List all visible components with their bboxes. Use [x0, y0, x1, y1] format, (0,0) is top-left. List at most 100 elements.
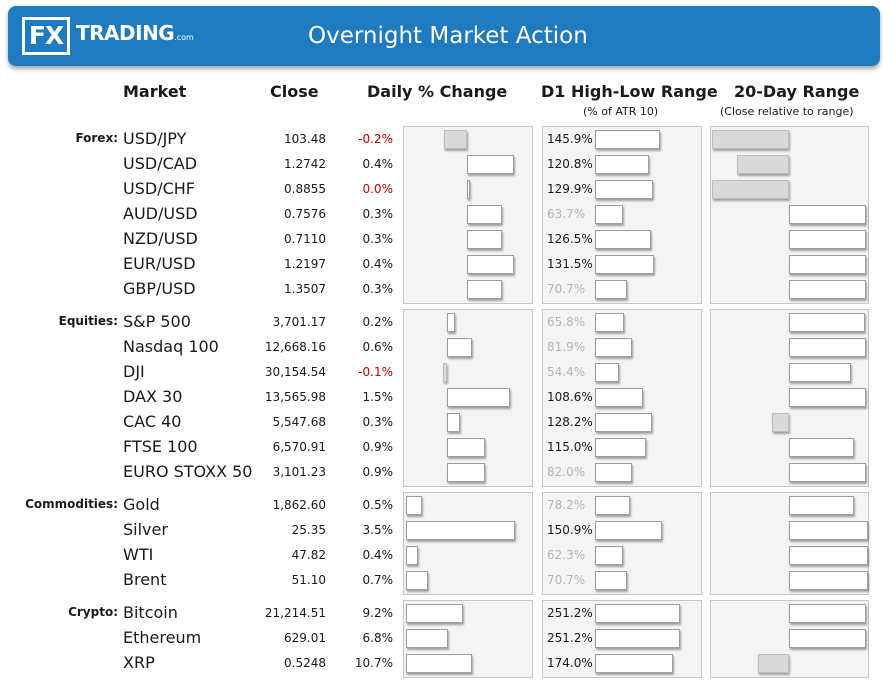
daily-change-bar: [447, 338, 473, 357]
daily-change-bar: [406, 604, 464, 623]
market-name: Gold: [123, 495, 160, 514]
twenty-day-range-bar: [789, 629, 867, 648]
daily-change-bar: [406, 629, 449, 648]
market-name: Nasdaq 100: [123, 337, 219, 356]
atr-range-value: 251.2%: [547, 631, 593, 645]
market-name: USD/JPY: [123, 129, 187, 148]
atr-range-bar: [595, 413, 653, 432]
atr-range-bar: [595, 255, 654, 274]
close-value: 0.7110: [284, 232, 326, 246]
atr-range-value: 128.2%: [547, 415, 593, 429]
atr-range-bar: [595, 571, 627, 590]
atr-range-value: 81.9%: [547, 340, 586, 354]
daily-change-value: 0.4%: [362, 157, 394, 171]
daily-change-bar: [406, 654, 473, 673]
market-name: EURO STOXX 50: [123, 462, 253, 481]
atr-range-value: 251.2%: [547, 606, 593, 620]
column-header-d1-range: D1 High-Low Range: [541, 82, 718, 101]
atr-range-value: 65.8%: [547, 315, 586, 329]
market-name: CAC 40: [123, 412, 182, 431]
market-name: DJI: [123, 362, 145, 381]
market-name: EUR/USD: [123, 254, 196, 273]
twenty-day-range-bar: [771, 413, 789, 432]
daily-change-value: 0.3%: [362, 282, 394, 296]
atr-range-bar: [595, 313, 625, 332]
logo-com-text: .com: [174, 33, 194, 42]
column-header-close: Close: [270, 82, 319, 101]
atr-range-bar: [595, 280, 627, 299]
daily-change-value: 0.0%: [362, 182, 394, 196]
daily-change-bar: [447, 388, 510, 407]
atr-range-bar: [595, 604, 680, 623]
atr-range-bar: [595, 338, 632, 357]
market-name: WTI: [123, 545, 154, 564]
daily-change-bar: [467, 155, 514, 174]
atr-range-value: 115.0%: [547, 440, 593, 454]
twenty-day-range-bar: [789, 521, 869, 540]
category-label: Commodities:: [25, 497, 118, 511]
close-value: 6,570.91: [272, 440, 326, 454]
atr-range-value: 108.6%: [547, 390, 593, 404]
market-name: NZD/USD: [123, 229, 198, 248]
daily-change-value: 3.5%: [362, 523, 394, 537]
market-name: DAX 30: [123, 387, 183, 406]
daily-change-bar: [406, 496, 422, 515]
header-banner: FX TRADING.com Overnight Market Action: [8, 6, 880, 66]
close-value: 1.2742: [284, 157, 326, 171]
atr-range-bar: [595, 546, 623, 565]
twenty-day-range-bar: [789, 496, 855, 515]
twenty-day-range-bar: [789, 255, 867, 274]
daily-change-bar: [406, 571, 428, 590]
daily-change-value: 0.9%: [362, 440, 394, 454]
daily-change-bar: [447, 313, 456, 332]
twenty-day-range-bar: [789, 363, 851, 382]
column-subheader-d1-range: (% of ATR 10): [583, 105, 659, 118]
column-header-20day-range: 20-Day Range: [734, 82, 860, 101]
atr-range-value: 174.0%: [547, 656, 593, 670]
market-name: FTSE 100: [123, 437, 198, 456]
close-value: 629.01: [284, 631, 326, 645]
market-name: USD/CHF: [123, 179, 195, 198]
twenty-day-range-bar: [758, 654, 789, 673]
close-value: 0.7576: [284, 207, 326, 221]
twenty-day-range-bar: [711, 130, 789, 149]
twenty-day-range-bar: [789, 546, 869, 565]
daily-change-value: 0.9%: [362, 465, 394, 479]
close-value: 21,214.51: [264, 606, 326, 620]
atr-range-bar: [595, 180, 653, 199]
market-name: S&P 500: [123, 312, 191, 331]
close-value: 47.82: [291, 548, 326, 562]
daily-change-value: 0.7%: [362, 573, 394, 587]
market-name: AUD/USD: [123, 204, 198, 223]
atr-range-value: 129.9%: [547, 182, 593, 196]
atr-range-value: 70.7%: [547, 282, 586, 296]
daily-change-bar: [467, 280, 503, 299]
atr-range-value: 131.5%: [547, 257, 593, 271]
atr-range-bar: [595, 230, 652, 249]
atr-range-bar: [595, 629, 680, 648]
atr-range-bar: [595, 654, 673, 673]
close-value: 25.35: [291, 523, 326, 537]
atr-range-value: 145.9%: [547, 132, 593, 146]
logo-fx-mark: FX: [22, 17, 70, 55]
daily-change-value: 6.8%: [362, 631, 394, 645]
atr-range-bar: [595, 496, 630, 515]
market-name: Brent: [123, 570, 167, 589]
daily-change-bar: [406, 521, 515, 540]
twenty-day-range-bar: [737, 155, 789, 174]
twenty-day-range-bar: [789, 604, 867, 623]
twenty-day-range-bar: [711, 180, 789, 199]
daily-change-value: 0.5%: [362, 498, 394, 512]
atr-range-value: 120.8%: [547, 157, 593, 171]
daily-change-bar: [467, 180, 470, 199]
twenty-day-range-bar: [789, 205, 867, 224]
category-label: Forex:: [75, 131, 118, 145]
close-value: 0.8855: [284, 182, 326, 196]
atr-range-bar: [595, 388, 644, 407]
atr-range-bar: [595, 363, 620, 382]
atr-range-value: 63.7%: [547, 207, 586, 221]
close-value: 12,668.16: [264, 340, 326, 354]
daily-change-bar: [447, 438, 485, 457]
daily-change-value: 9.2%: [362, 606, 394, 620]
close-value: 1.3507: [284, 282, 326, 296]
